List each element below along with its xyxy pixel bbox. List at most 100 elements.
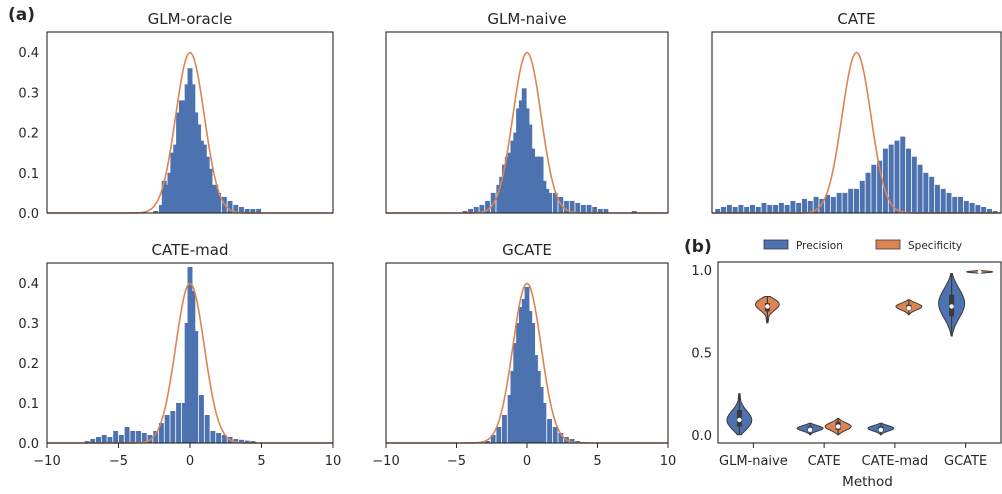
hist-bar [216, 192, 222, 213]
hist-bar [158, 423, 164, 443]
hist-panel-5: GCATE −10 −5 0 5 10 [372, 241, 676, 469]
hist-bar [923, 172, 929, 213]
violin-y-tick-label: 0.5 [691, 347, 712, 362]
hist-bar [170, 411, 176, 443]
violin-x-tick-label: GCATE [944, 454, 987, 469]
hist-bar [250, 441, 256, 443]
hist-bar [830, 196, 836, 213]
hist-bar [90, 439, 96, 443]
hist-bar [507, 152, 513, 213]
hist-bar [900, 136, 906, 213]
hist-bar [894, 140, 900, 213]
violin-axes-frame [717, 261, 1002, 444]
hist-bar [882, 148, 888, 213]
hist-bar [986, 208, 992, 213]
hist-bar [101, 435, 107, 443]
hist-panel-4: CATE-mad 0.0 0.1 0.2 0.3 0.4 −10 −5 0 5 10 [18, 241, 341, 469]
hist-bar [213, 184, 219, 213]
hist-bar [161, 180, 167, 213]
hist-bar [158, 204, 164, 213]
hist-bar [726, 204, 732, 213]
violin-x-axis-label: Method [842, 474, 893, 489]
x-tick-label: 0 [186, 454, 194, 469]
hist-bar [521, 88, 527, 213]
violin-x-tick-label: CATE [808, 454, 841, 469]
hist-bar [538, 156, 544, 213]
hist-bar [541, 403, 547, 443]
hist-bar [496, 184, 502, 213]
hist-bar [527, 311, 533, 443]
hist-bar [502, 164, 507, 213]
hist-bar [597, 208, 603, 213]
violin-x-tick-label: CATE-mad [862, 454, 929, 469]
violin-median-dot [765, 304, 770, 309]
hist-bar [518, 100, 524, 213]
panel-title: CATE-mad [152, 241, 229, 259]
hist-bar [524, 287, 530, 443]
hist-bar [586, 204, 592, 213]
hist-bar [181, 403, 187, 443]
panel-title: GCATE [502, 241, 552, 259]
hist-bar [164, 184, 170, 213]
x-tick-label: 5 [257, 454, 265, 469]
hist-bar [906, 148, 912, 213]
hist-bar [859, 180, 865, 213]
hist-bar [490, 435, 496, 443]
hist-bar [462, 210, 468, 213]
hist-bar [992, 210, 998, 213]
hist-bar [167, 172, 173, 213]
panel-label-a: (a) [8, 5, 35, 25]
hist-bar [547, 192, 552, 213]
hist-bar [513, 343, 519, 443]
hist-bar [544, 188, 550, 213]
hist-bar [796, 202, 802, 213]
hist-bar [552, 427, 558, 443]
hist-bar [564, 200, 569, 213]
hist-bar [569, 439, 575, 443]
hist-bar [153, 210, 159, 213]
hist-bar [749, 204, 755, 213]
hist-bar [575, 202, 581, 213]
hist-panel-1: GLM-oracle 0.0 0.1 0.2 0.3 0.4 [18, 10, 334, 222]
hist-bar [513, 132, 519, 213]
hist-bar [239, 439, 244, 443]
hist-bar [975, 204, 981, 213]
y-tick-label: 0.2 [18, 127, 39, 142]
hist-bar [888, 144, 894, 213]
hist-bar [181, 100, 187, 213]
hist-bar [502, 415, 507, 443]
hist-bar [198, 395, 204, 443]
violin-median-dot [878, 427, 884, 433]
legend-label: Precision [796, 240, 843, 252]
x-tick-label: −10 [33, 454, 60, 469]
violin-median-dot [737, 417, 742, 423]
hist-bar [969, 202, 975, 213]
axes-frame [711, 31, 1002, 214]
hist-bar [963, 200, 969, 213]
hist-bar [755, 206, 761, 213]
hist-bar [801, 198, 807, 213]
hist-bar [187, 267, 193, 443]
y-tick-label: 0.1 [18, 397, 39, 412]
panel-title: GLM-naive [487, 10, 566, 28]
hist-bar [721, 206, 727, 213]
violin-median-dot [835, 424, 841, 429]
x-tick-label: 0 [523, 454, 531, 469]
hist-bar [190, 291, 196, 443]
hist-bar [911, 156, 917, 213]
hist-bar [813, 196, 819, 213]
hist-bar [141, 433, 147, 443]
hist-bar [136, 431, 141, 443]
hist-bar [510, 140, 516, 213]
hist-bar [535, 156, 541, 213]
hist-bar [468, 208, 474, 213]
hist-bar [592, 206, 598, 213]
hist-bar [761, 202, 767, 213]
hist-bar [825, 194, 831, 213]
hist-bar [184, 84, 190, 214]
hist-bar [178, 100, 184, 213]
hist-bar [946, 192, 952, 213]
violin-panel: 0.0 0.5 1.0 GLM-naive CATE CATE-mad GCATE Metho… [691, 239, 1002, 490]
violin-median-dot [807, 427, 813, 433]
violin-median-dot [977, 269, 982, 275]
